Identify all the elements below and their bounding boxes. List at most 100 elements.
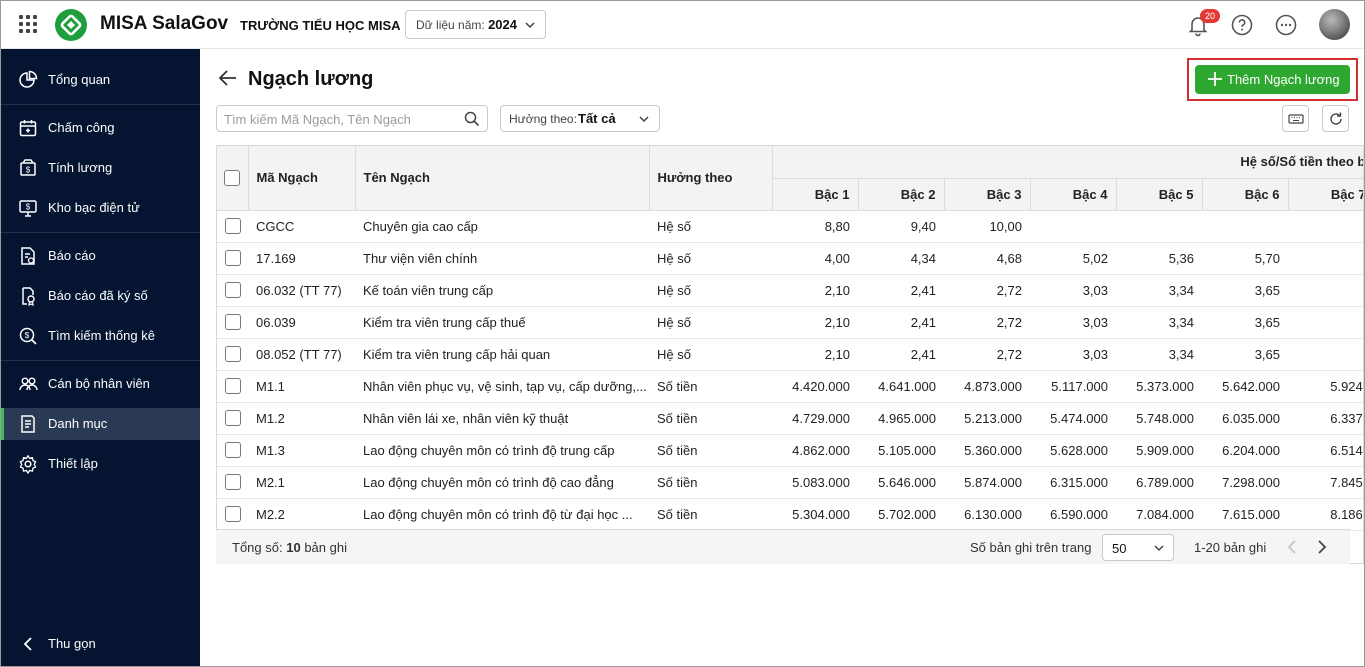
table-row[interactable]: M1.2 Nhân viên lái xe, nhân viên kỹ thuật… — [217, 402, 1363, 435]
table-row[interactable]: M1.3 Lao động chuyên môn có trình độ trun… — [217, 434, 1363, 467]
total-suffix: bản ghi — [304, 540, 347, 555]
table-row[interactable]: 17.169 Thư viện viên chính Hệ số 4,00 4,34 4,… — [217, 242, 1363, 275]
sidebar-divider — [1, 360, 200, 361]
cell-name: Lao động chuyên môn có trình độ trung cấ… — [355, 434, 649, 467]
row-checkbox[interactable] — [224, 474, 241, 491]
cell-code: M1.1 — [248, 370, 355, 403]
row-checkbox[interactable] — [224, 346, 241, 363]
cell-level-4: 5.628.000 — [1030, 434, 1116, 467]
cell-level-6: 6.035.000 — [1202, 402, 1288, 435]
cell-level-6: 5,70 — [1202, 242, 1288, 275]
row-checkbox[interactable] — [224, 410, 241, 427]
cell-code: M2.1 — [248, 466, 355, 499]
sidebar-item-cham-cong[interactable]: Chấm công — [1, 112, 200, 144]
sidebar-item-bao-cao[interactable]: Báo cáo — [1, 240, 200, 272]
total-prefix: Tổng số: — [232, 540, 283, 555]
row-checkbox-cell — [217, 402, 248, 435]
help-icon[interactable] — [1230, 13, 1254, 37]
sidebar-item-label: Cán bộ nhân viên — [48, 376, 150, 391]
cell-level-4: 3,03 — [1030, 306, 1116, 339]
prev-page-icon[interactable] — [1282, 537, 1302, 557]
cell-level-3: 5.213.000 — [944, 402, 1030, 435]
sidebar-item-tim-kiem-thong-ke[interactable]: $ Tìm kiếm thống kê — [1, 320, 200, 352]
header-level-3[interactable]: Bậc 3 — [944, 178, 1031, 211]
row-checkbox[interactable] — [224, 218, 241, 235]
plus-icon — [1208, 72, 1222, 86]
year-select[interactable]: Dữ liệu năm: 2024 — [405, 10, 546, 39]
select-all-checkbox[interactable] — [224, 170, 241, 187]
cell-level-4: 5.117.000 — [1030, 370, 1116, 403]
cell-level-7: 3,96 — [1288, 306, 1363, 339]
search-icon[interactable] — [464, 111, 480, 127]
cell-level-6: 5.642.000 — [1202, 370, 1288, 403]
sidebar-item-bao-cao-da-ky-so[interactable]: Báo cáo đã ký số — [1, 280, 200, 312]
benefit-type-filter[interactable]: Hưởng theo: Tất cả — [500, 105, 660, 132]
cell-level-1: 2,10 — [772, 338, 858, 371]
select-all-header — [217, 146, 249, 211]
cell-level-3: 2,72 — [944, 306, 1030, 339]
row-checkbox[interactable] — [224, 250, 241, 267]
sidebar-item-label: Báo cáo đã ký số — [48, 288, 148, 303]
back-arrow-icon[interactable] — [217, 67, 239, 89]
cell-level-7: 7.845.000 — [1288, 466, 1363, 499]
report-icon — [21, 247, 35, 265]
cell-level-2: 4,34 — [858, 242, 944, 275]
header-level-7[interactable]: Bậc 7 — [1288, 178, 1363, 211]
sidebar-item-label: Tổng quan — [48, 72, 111, 87]
row-checkbox[interactable] — [224, 506, 241, 523]
header-level-1[interactable]: Bậc 1 — [772, 178, 859, 211]
filter-label: Hưởng theo: — [509, 112, 577, 126]
sidebar-item-tong-quan[interactable]: Tổng quan — [1, 64, 200, 96]
cell-level-2: 5.702.000 — [858, 498, 944, 531]
sidebar-item-danh-muc[interactable]: Danh mục — [1, 408, 200, 440]
cell-level-4 — [1030, 210, 1116, 243]
next-page-icon[interactable] — [1312, 537, 1332, 557]
sidebar: Tổng quan Chấm công $ Tính lương $ Kho b… — [1, 49, 200, 666]
cell-code: M1.3 — [248, 434, 355, 467]
total-count: 10 — [286, 540, 301, 555]
cell-level-1: 8,80 — [772, 210, 858, 243]
table-row[interactable]: CGCC Chuyên gia cao cấp Hệ số 8,80 9,40 10,00 — [217, 210, 1363, 243]
keyboard-shortcut-button[interactable] — [1282, 105, 1309, 132]
sidebar-item-thiet-lap[interactable]: Thiết lập — [1, 448, 200, 480]
sidebar-item-tinh-luong[interactable]: $ Tính lương — [1, 152, 200, 184]
header-level-4[interactable]: Bậc 4 — [1030, 178, 1117, 211]
sidebar-collapse-button[interactable]: Thu gọn — [1, 628, 200, 660]
sidebar-item-label: Tìm kiếm thống kê — [48, 328, 155, 343]
header-level-2[interactable]: Bậc 2 — [858, 178, 945, 211]
table-row[interactable]: 06.032 (TT 77) Kế toán viên trung cấp Hệ s… — [217, 274, 1363, 307]
row-checkbox[interactable] — [224, 282, 241, 299]
sidebar-item-kho-bac-dien-tu[interactable]: $ Kho bạc điện tử — [1, 192, 200, 224]
cell-level-1: 2,10 — [772, 274, 858, 307]
header-type[interactable]: Hưởng theo — [649, 146, 773, 211]
sidebar-item-label: Báo cáo — [48, 248, 96, 263]
app-grid-icon[interactable] — [19, 15, 37, 33]
cell-level-1: 4,00 — [772, 242, 858, 275]
row-checkbox[interactable] — [224, 378, 241, 395]
row-checkbox[interactable] — [224, 442, 241, 459]
header-level-group-label: Hệ số/Số tiền theo bậc lương — [1240, 154, 1363, 170]
header-code[interactable]: Mã Ngạch — [248, 146, 356, 211]
user-avatar[interactable] — [1319, 9, 1350, 40]
refresh-button[interactable] — [1322, 105, 1349, 132]
cell-level-4: 5,02 — [1030, 242, 1116, 275]
search-input[interactable] — [224, 110, 460, 128]
sidebar-item-can-bo-nhan-vien[interactable]: Cán bộ nhân viên — [1, 368, 200, 400]
table-row[interactable]: M2.1 Lao động chuyên môn có trình độ cao … — [217, 466, 1363, 499]
search-box — [216, 105, 488, 132]
table-row[interactable]: M1.1 Nhân viên phục vụ, vệ sinh, tạp vụ, … — [217, 370, 1363, 403]
more-options-icon[interactable] — [1274, 13, 1298, 37]
row-checkbox-cell — [217, 274, 248, 307]
table-row[interactable]: 08.052 (TT 77) Kiểm tra viên trung cấp hả… — [217, 338, 1363, 371]
add-pay-scale-button[interactable]: Thêm Ngạch lương — [1195, 65, 1350, 94]
table-row[interactable]: M2.2 Lao động chuyên môn có trình độ từ đ… — [217, 498, 1363, 531]
app-name: MISA SalaGov — [100, 13, 229, 34]
cell-level-5: 7.084.000 — [1116, 498, 1202, 531]
cell-level-2: 5.105.000 — [858, 434, 944, 467]
row-checkbox[interactable] — [224, 314, 241, 331]
header-level-5[interactable]: Bậc 5 — [1116, 178, 1203, 211]
header-level-6[interactable]: Bậc 6 — [1202, 178, 1289, 211]
header-name[interactable]: Tên Ngạch — [355, 146, 650, 211]
page-size-select[interactable]: 50 — [1102, 534, 1174, 561]
table-row[interactable]: 06.039 Kiểm tra viên trung cấp thuế Hệ số 2… — [217, 306, 1363, 339]
